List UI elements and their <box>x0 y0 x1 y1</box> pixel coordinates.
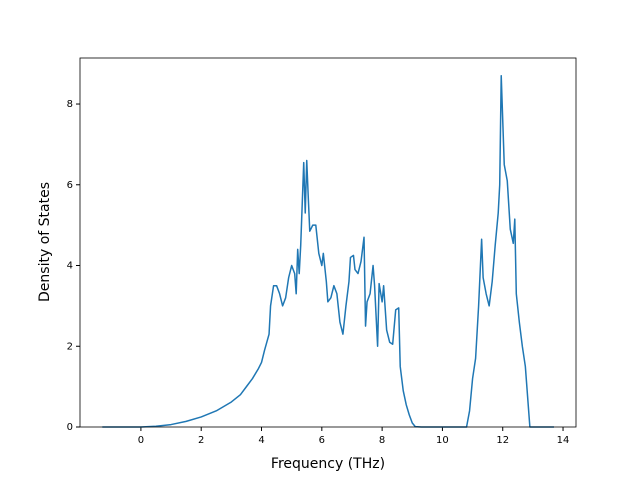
data-line <box>102 75 554 428</box>
x-tick-label: 10 <box>436 435 449 446</box>
x-tick-label: 6 <box>319 435 325 446</box>
y-tick-label: 8 <box>67 99 73 110</box>
plot-frame <box>79 57 577 428</box>
y-tick-label: 2 <box>67 341 73 352</box>
y-axis-label: Density of States <box>37 182 53 302</box>
x-tick-label: 8 <box>379 435 385 446</box>
x-axis-label: Frequency (THz) <box>271 456 385 472</box>
x-tick-label: 0 <box>138 435 144 446</box>
x-tick-label: 2 <box>198 435 204 446</box>
x-tick-label: 4 <box>258 435 264 446</box>
y-tick-label: 6 <box>67 180 73 191</box>
x-tick-label: 12 <box>496 435 509 446</box>
x-tick-label: 14 <box>557 435 570 446</box>
y-tick-label: 4 <box>67 261 73 272</box>
y-tick-label: 0 <box>67 422 73 433</box>
